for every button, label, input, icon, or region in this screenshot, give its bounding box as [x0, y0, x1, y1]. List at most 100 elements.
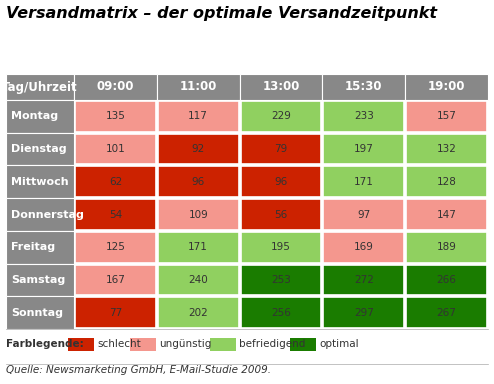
Text: 266: 266: [437, 275, 456, 285]
Text: Farblegende:: Farblegende:: [6, 339, 84, 349]
Text: 267: 267: [437, 308, 456, 318]
Text: 240: 240: [188, 275, 208, 285]
Bar: [210, 338, 236, 351]
Bar: [130, 338, 156, 351]
Bar: [75, 166, 156, 197]
Text: 195: 195: [271, 242, 291, 252]
Text: 229: 229: [271, 111, 291, 121]
Text: 109: 109: [188, 210, 208, 220]
Text: 157: 157: [437, 111, 456, 121]
Bar: [241, 265, 322, 295]
Bar: [290, 338, 316, 351]
Bar: [6, 296, 74, 329]
Text: 272: 272: [354, 275, 374, 285]
Text: 169: 169: [354, 242, 374, 252]
Bar: [241, 101, 322, 132]
Bar: [68, 338, 94, 351]
Text: Donnerstag: Donnerstag: [11, 210, 84, 220]
Text: Versandmatrix – der optimale Versandzeitpunkt: Versandmatrix – der optimale Versandzeit…: [6, 6, 437, 21]
Text: 189: 189: [437, 242, 456, 252]
Bar: [75, 134, 156, 164]
Text: Dienstag: Dienstag: [11, 144, 67, 154]
Text: 253: 253: [271, 275, 291, 285]
Text: 197: 197: [354, 144, 374, 154]
Bar: [324, 297, 404, 328]
Text: Montag: Montag: [11, 111, 58, 121]
Text: ungünstig: ungünstig: [159, 339, 211, 349]
Text: 96: 96: [274, 177, 288, 187]
Bar: [406, 166, 487, 197]
Text: 54: 54: [109, 210, 122, 220]
Text: 132: 132: [437, 144, 456, 154]
Text: 117: 117: [188, 111, 208, 121]
Bar: [324, 199, 404, 230]
Bar: [158, 166, 239, 197]
Bar: [406, 134, 487, 164]
Bar: [324, 232, 404, 263]
Text: 135: 135: [105, 111, 125, 121]
Bar: [75, 297, 156, 328]
Bar: [323, 74, 405, 100]
Text: 96: 96: [192, 177, 205, 187]
Text: 128: 128: [437, 177, 456, 187]
Text: Tag/Uhrzeit: Tag/Uhrzeit: [2, 81, 78, 93]
Bar: [241, 166, 322, 197]
Bar: [6, 198, 74, 231]
Text: Sonntag: Sonntag: [11, 308, 63, 318]
Text: schlecht: schlecht: [97, 339, 141, 349]
Bar: [241, 199, 322, 230]
Bar: [6, 133, 74, 166]
Text: 171: 171: [354, 177, 374, 187]
Bar: [324, 134, 404, 164]
Text: 13:00: 13:00: [262, 81, 300, 93]
Text: optimal: optimal: [319, 339, 359, 349]
Text: Quelle: Newsmarketing GmbH, E-Mail-Studie 2009.: Quelle: Newsmarketing GmbH, E-Mail-Studi…: [6, 365, 271, 375]
Bar: [158, 199, 239, 230]
Bar: [6, 74, 74, 100]
Bar: [324, 101, 404, 132]
Text: 56: 56: [274, 210, 288, 220]
Text: 15:30: 15:30: [345, 81, 382, 93]
Text: Samstag: Samstag: [11, 275, 65, 285]
Bar: [241, 297, 322, 328]
Bar: [74, 74, 157, 100]
Bar: [6, 166, 74, 198]
Text: befriedigend: befriedigend: [239, 339, 305, 349]
Bar: [240, 74, 323, 100]
Bar: [6, 263, 74, 296]
Bar: [241, 134, 322, 164]
Text: 62: 62: [109, 177, 122, 187]
Bar: [406, 297, 487, 328]
Bar: [158, 297, 239, 328]
Bar: [324, 265, 404, 295]
Bar: [75, 232, 156, 263]
Text: Mittwoch: Mittwoch: [11, 177, 69, 187]
Text: 09:00: 09:00: [97, 81, 134, 93]
Text: 167: 167: [105, 275, 125, 285]
Bar: [241, 232, 322, 263]
Bar: [75, 199, 156, 230]
Text: 79: 79: [274, 144, 288, 154]
Bar: [75, 101, 156, 132]
Text: Freitag: Freitag: [11, 242, 55, 252]
Bar: [158, 101, 239, 132]
Text: 147: 147: [437, 210, 456, 220]
Text: 233: 233: [354, 111, 374, 121]
Text: 92: 92: [192, 144, 205, 154]
Bar: [158, 232, 239, 263]
Text: 97: 97: [357, 210, 370, 220]
Bar: [405, 74, 488, 100]
Bar: [6, 100, 74, 133]
Text: 256: 256: [271, 308, 291, 318]
Bar: [158, 265, 239, 295]
Text: 19:00: 19:00: [428, 81, 465, 93]
Bar: [406, 232, 487, 263]
Bar: [406, 101, 487, 132]
Bar: [6, 231, 74, 263]
Text: 101: 101: [106, 144, 125, 154]
Bar: [75, 265, 156, 295]
Bar: [324, 166, 404, 197]
Bar: [157, 74, 240, 100]
Bar: [406, 199, 487, 230]
Text: 202: 202: [188, 308, 208, 318]
